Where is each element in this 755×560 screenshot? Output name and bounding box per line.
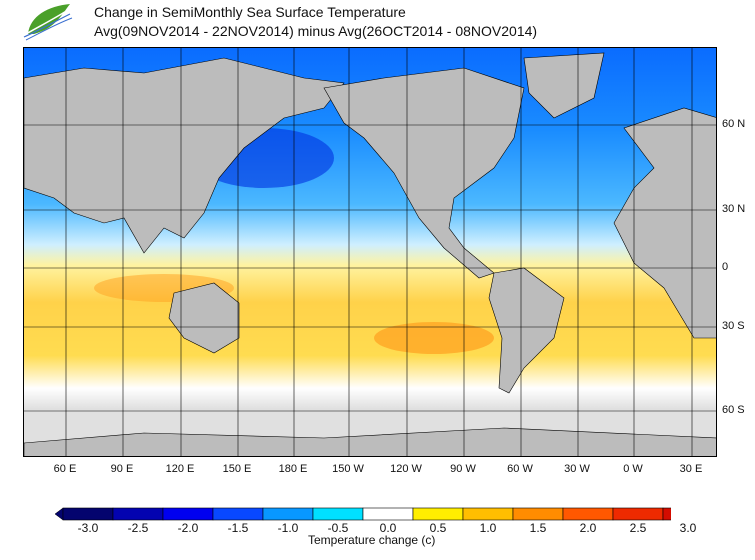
- colorbar-tick: -2.0: [177, 521, 199, 535]
- title-line-1: Change in SemiMonthly Sea Surface Temper…: [94, 4, 406, 20]
- lon-label: 180 E: [278, 463, 308, 475]
- eurasia: [24, 57, 345, 254]
- colorbar-segment: [562, 507, 614, 521]
- colorbar-segment: [212, 507, 264, 521]
- africa-europe: [613, 107, 716, 339]
- colorbar-segment: [262, 507, 314, 521]
- colorbar-segment: [412, 507, 464, 521]
- lon-label: 120 E: [165, 463, 195, 475]
- australia: [168, 282, 240, 354]
- colorbar-tick: -2.5: [127, 521, 149, 535]
- colorbar-segment: [62, 507, 114, 521]
- lon-label: 60 E: [53, 463, 77, 475]
- lon-label: 150 W: [332, 463, 364, 475]
- agency-logo: [23, 4, 73, 41]
- sst-map: [23, 47, 717, 457]
- lon-label: 30 E: [679, 463, 703, 475]
- colorbar-tick: -3.0: [77, 521, 99, 535]
- colorbar-under-arrow: [55, 507, 64, 521]
- colorbar-tick: 2.5: [629, 521, 647, 535]
- colorbar-segment: [512, 507, 564, 521]
- lon-label: 30 W: [564, 463, 590, 475]
- colorbar-segment: [112, 507, 164, 521]
- lat-label: 0: [722, 261, 729, 273]
- colorbar: [55, 507, 671, 521]
- landmasses: [24, 52, 716, 456]
- colorbar-segment: [312, 507, 364, 521]
- lon-label: 60 W: [507, 463, 533, 475]
- title-line-2: Avg(09NOV2014 - 22NOV2014) minus Avg(26O…: [94, 23, 538, 39]
- colorbar-tick: -0.5: [327, 521, 349, 535]
- lon-label: 90 E: [110, 463, 134, 475]
- colorbar-tick: -1.0: [277, 521, 299, 535]
- colorbar-label: Temperature change (c): [308, 533, 436, 547]
- lat-label: 30 S: [722, 320, 745, 332]
- colorbar-tick: 1.5: [529, 521, 547, 535]
- colorbar-tick: 1.0: [479, 521, 497, 535]
- colorbar-tick: 2.0: [579, 521, 597, 535]
- greenland: [523, 52, 605, 119]
- antarctica: [24, 427, 716, 456]
- lon-label: 0 W: [623, 463, 643, 475]
- colorbar-tick: 0.5: [429, 521, 447, 535]
- colorbar-segment: [362, 507, 414, 521]
- colorbar-segment: [462, 507, 514, 521]
- colorbar-tick: 0.0: [379, 521, 397, 535]
- lat-label: 30 N: [722, 203, 746, 215]
- colorbar-tick: -1.5: [227, 521, 249, 535]
- graticule: [24, 48, 716, 456]
- lon-label: 90 W: [450, 463, 476, 475]
- colorbar-segment: [162, 507, 214, 521]
- colorbar-segment: [662, 507, 671, 521]
- colorbar-segment: [612, 507, 664, 521]
- colorbar-tick: 3.0: [679, 521, 697, 535]
- lon-label: 120 W: [390, 463, 422, 475]
- south-america: [488, 267, 565, 394]
- map-canvas: [24, 48, 716, 456]
- lat-label: 60 S: [722, 404, 745, 416]
- lat-label: 60 N: [722, 118, 746, 130]
- lon-label: 150 E: [222, 463, 252, 475]
